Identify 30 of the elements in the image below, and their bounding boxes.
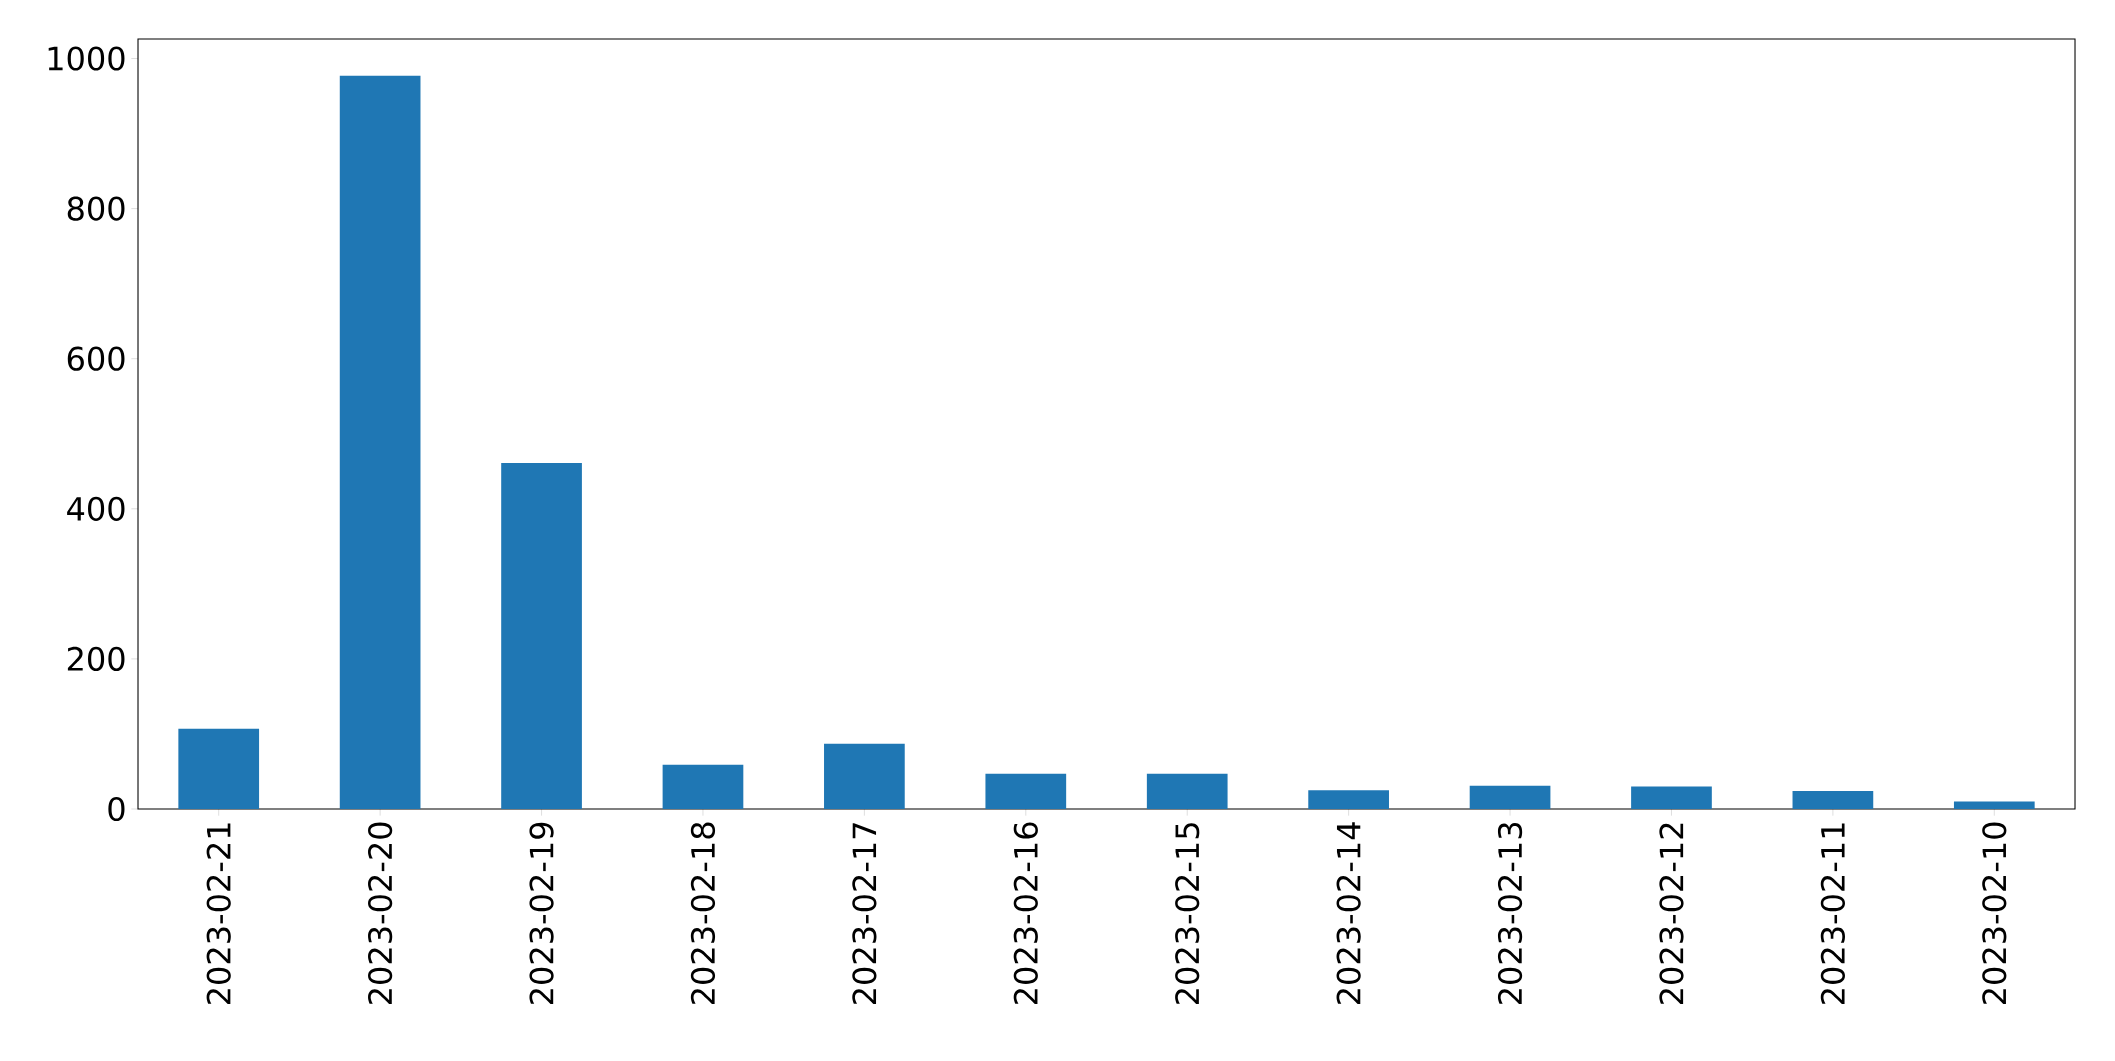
x-tick-label: 2023-02-15 bbox=[1175, 823, 1200, 1004]
x-tick-label: 2023-02-18 bbox=[690, 822, 716, 1004]
x-tick-label: 2023-02-12 bbox=[1659, 823, 1684, 1004]
x-tick-label: 2023-02-19 bbox=[529, 822, 554, 1004]
x-tick-label: 2023-02-11 bbox=[1820, 823, 1845, 1004]
x-tick-label: 2023-02-21 bbox=[206, 823, 231, 1004]
y-tick-label: 800 bbox=[67, 196, 125, 221]
x-tick-label: 2023-02-14 bbox=[1336, 822, 1361, 1004]
y-tick-label: 200 bbox=[67, 646, 125, 672]
x-tick-label: 2023-02-16 bbox=[1013, 822, 1038, 1004]
x-tick-label: 2023-02-17 bbox=[852, 823, 877, 1004]
bar bbox=[339, 75, 421, 809]
bar bbox=[501, 463, 582, 809]
y-tick-label: 1000 bbox=[48, 46, 125, 71]
bar bbox=[1953, 801, 2035, 809]
y-tick-label: 400 bbox=[67, 496, 125, 521]
bar bbox=[178, 728, 260, 809]
y-tick-label: 600 bbox=[67, 346, 125, 371]
bar bbox=[1308, 790, 1389, 809]
bar bbox=[662, 764, 744, 809]
y-tick-label: 0 bbox=[108, 796, 125, 822]
bar bbox=[824, 743, 905, 809]
bar bbox=[1469, 785, 1551, 809]
bar bbox=[1631, 786, 1712, 809]
x-tick-label: 2023-02-20 bbox=[368, 822, 393, 1004]
x-tick-label: 2023-02-10 bbox=[1982, 822, 2007, 1004]
bar bbox=[985, 773, 1067, 809]
bar bbox=[1792, 790, 1874, 809]
bar bbox=[1146, 773, 1228, 809]
x-tick-label: 2023-02-13 bbox=[1497, 822, 1523, 1004]
